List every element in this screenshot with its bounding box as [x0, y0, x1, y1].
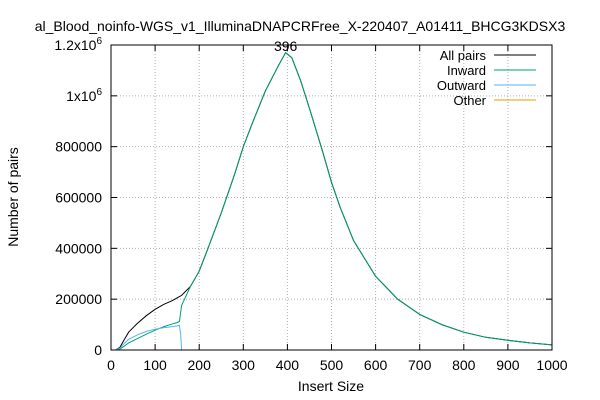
- legend-label-other: Other: [453, 93, 486, 108]
- x-tick-label: 200: [188, 357, 212, 373]
- y-tick-label: 0: [94, 342, 102, 358]
- chart-title: al_Blood_noinfo-WGS_v1_IlluminaDNAPCRFre…: [35, 18, 566, 34]
- legend-label-outward: Outward: [437, 78, 486, 93]
- x-tick-label: 500: [320, 357, 344, 373]
- legend-label-inward: Inward: [447, 63, 486, 78]
- y-tick-label: 800000: [55, 139, 102, 155]
- x-tick-label: 100: [143, 357, 167, 373]
- y-tick-label: 600000: [55, 190, 102, 206]
- y-axis-title: Number of pairs: [5, 147, 21, 247]
- annotation-layer: 396: [274, 38, 298, 54]
- x-tick-label: 800: [452, 357, 476, 373]
- y-tick-label: 1.2x106: [54, 36, 102, 53]
- legend-label-all-pairs: All pairs: [440, 48, 487, 63]
- x-tick-label: 900: [496, 357, 520, 373]
- peak-annotation: 396: [274, 38, 298, 54]
- series-outward-line: [115, 324, 552, 351]
- series-all-pairs-line: [115, 51, 553, 351]
- x-tick-label: 300: [232, 357, 256, 373]
- x-tick-label: 400: [276, 357, 300, 373]
- y-tick-label: 400000: [55, 240, 102, 256]
- x-axis-title: Insert Size: [298, 378, 364, 394]
- series-inward-line: [115, 51, 553, 351]
- x-tick-label: 700: [408, 357, 432, 373]
- y-tick-label: 1x106: [66, 87, 102, 104]
- axis-layer: 0 100 200 300 400 500 600 700 800 900 1000 0 200000 4…: [54, 36, 567, 373]
- y-tick-label: 200000: [55, 291, 102, 307]
- x-tick-label: 1000: [536, 357, 567, 373]
- x-tick-label: 0: [107, 357, 115, 373]
- x-tick-label: 600: [364, 357, 388, 373]
